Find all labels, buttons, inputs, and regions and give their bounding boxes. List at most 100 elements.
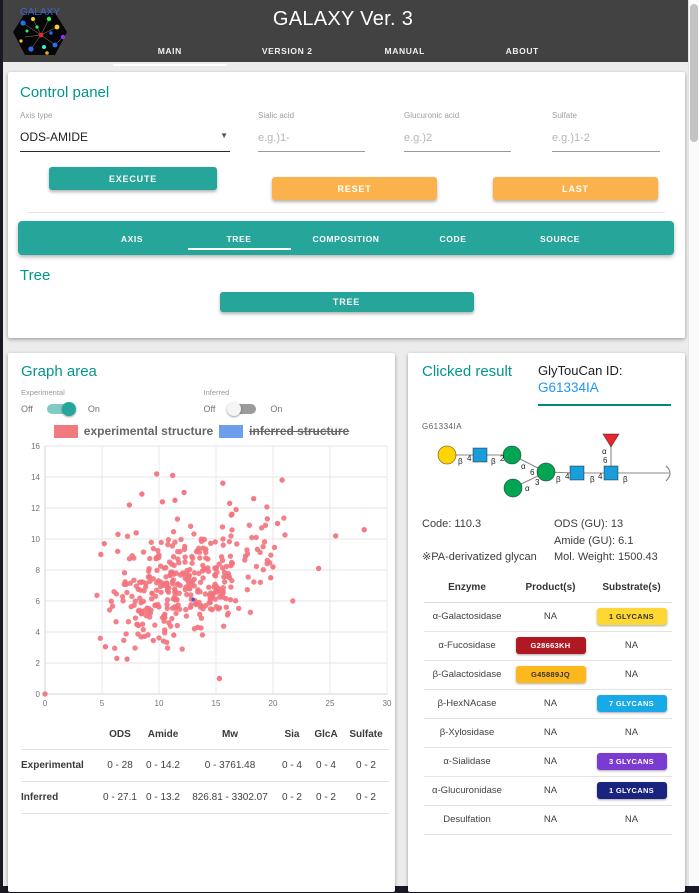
substrate-chip[interactable]: 1 GLYCANS xyxy=(596,608,667,625)
range-row-label: Inferred xyxy=(21,781,99,813)
svg-text:0: 0 xyxy=(36,690,41,699)
inferred-switch[interactable] xyxy=(227,402,257,416)
glytoucan-block: GlyTouCan ID: G61334IA xyxy=(538,363,671,406)
scatter-chart[interactable]: 0 2 4 6 8 10 12 14 16 0 5 10 15 20 25 30 xyxy=(17,440,392,717)
product-cell: G28663KH xyxy=(510,632,591,661)
enzyme-name: Desulfation xyxy=(424,806,510,835)
range-value: 0 - 2 xyxy=(309,781,343,813)
toggle-experimental: Experimental Off On xyxy=(21,388,204,416)
tab-source[interactable]: SOURCE xyxy=(540,234,580,244)
glucuronic-acid-input[interactable] xyxy=(404,130,511,152)
range-value: 0 - 14.2 xyxy=(141,749,185,781)
enzyme-header-substrate-s: Substrate(s) xyxy=(591,578,672,603)
field-sulfate: Sulfate xyxy=(552,111,660,152)
sialic-acid-input[interactable] xyxy=(258,130,365,152)
enzyme-name: α-Galactosidase xyxy=(424,603,510,632)
series-toggles: Experimental Off On Inferred Off On xyxy=(21,388,386,416)
svg-text:α: α xyxy=(525,484,530,493)
field-label: Glucuronic acid xyxy=(404,111,460,120)
enzyme-header-enzyme: Enzyme xyxy=(424,578,510,603)
glycan-info: Code: 110.3 ※PA-derivatized glycan ODS (… xyxy=(422,516,671,566)
toggle-on-label: On xyxy=(87,404,100,414)
substrate-chip[interactable]: 3 GLYCANS xyxy=(596,753,667,770)
svg-text:10: 10 xyxy=(31,535,40,544)
svg-text:β: β xyxy=(458,457,463,466)
legend-swatch-experimental-structure[interactable] xyxy=(53,424,78,438)
substrate-chip[interactable]: 7 GLYCANS xyxy=(596,695,667,712)
tree-button[interactable]: TREE xyxy=(219,292,474,312)
toggle-on-label: On xyxy=(270,404,283,414)
range-value: 0 - 2 xyxy=(275,781,309,813)
glytoucan-id-link[interactable]: G61334IA xyxy=(538,380,599,395)
amide-gu-value: Amide (GU): 6.1 xyxy=(554,534,634,547)
result-tabs: AXIS TREE COMPOSITION CODE SOURCE xyxy=(18,221,674,255)
nav-tab-main[interactable]: MAIN xyxy=(111,40,229,68)
experimental-switch[interactable] xyxy=(46,402,76,416)
sulfate-input[interactable] xyxy=(552,130,660,152)
range-value: 0 - 13.2 xyxy=(141,781,185,813)
reset-button[interactable]: RESET xyxy=(272,177,437,200)
svg-text:β: β xyxy=(491,457,496,466)
galaxy-logo: GALAXY xyxy=(13,7,67,55)
scrollbar-thumb[interactable] xyxy=(690,4,698,142)
app-title: GALAXY Ver. 3 xyxy=(272,8,414,30)
clicked-result-card: Clicked result GlyTouCan ID: G61334IA G6… xyxy=(408,353,685,892)
tab-code[interactable]: CODE xyxy=(439,234,467,244)
field-label: Sulfate xyxy=(552,111,577,120)
svg-text:6: 6 xyxy=(530,468,535,477)
page-scrollbar[interactable] xyxy=(688,0,699,886)
tree-section-title: Tree xyxy=(20,267,51,284)
enzyme-name: β-Galactosidase xyxy=(424,661,510,690)
svg-text:25: 25 xyxy=(326,699,335,708)
range-value: 0 - 2 xyxy=(343,781,389,813)
svg-text:5: 5 xyxy=(100,699,105,708)
ods-gu-value: ODS (GU): 13 xyxy=(554,518,624,530)
enzyme-name: α-Sialidase xyxy=(424,748,510,777)
nav-tab-manual[interactable]: MANUAL xyxy=(384,46,425,56)
axis-type-select[interactable]: ODS-AMIDE ▼ xyxy=(20,128,230,152)
product-cell: NA xyxy=(510,777,591,806)
substrate-cell: 1 GLYCANS xyxy=(591,777,672,806)
legend-label[interactable]: experimental structure xyxy=(83,424,214,438)
nav-tab-about[interactable]: ABOUT xyxy=(505,46,539,56)
product-chip[interactable]: G28663KH xyxy=(515,637,586,654)
tab-axis[interactable]: AXIS xyxy=(120,234,144,244)
glycan-node-glcnac3 xyxy=(603,465,619,481)
substrate-cell: 1 GLYCANS xyxy=(591,603,672,632)
range-value: 0 - 27.1 xyxy=(99,781,141,813)
svg-text:β: β xyxy=(623,475,628,484)
range-value: 0 - 3761.48 xyxy=(185,749,275,781)
svg-text:4: 4 xyxy=(36,628,41,637)
execute-button[interactable]: EXECUTE xyxy=(49,167,217,190)
control-panel-title: Control panel xyxy=(20,84,110,101)
control-buttons: EXECUTE RESET LAST xyxy=(20,167,673,200)
substrate-cell: 3 GLYCANS xyxy=(591,748,672,777)
last-button[interactable]: LAST xyxy=(493,177,658,200)
range-header-sulfate: Sulfate xyxy=(349,729,383,740)
nav-tab-version-2[interactable]: VERSION 2 xyxy=(261,46,313,56)
graph-area-card: Graph area Experimental Off On Inferred Off O… xyxy=(8,353,395,892)
range-value: 0 - 2 xyxy=(343,749,389,781)
range-header-blank xyxy=(21,723,99,749)
range-header-ods: ODS xyxy=(109,729,131,740)
range-value: 0 - 4 xyxy=(309,749,343,781)
svg-text:15: 15 xyxy=(212,699,221,708)
range-header-amide: Amide xyxy=(147,729,179,740)
tab-composition[interactable]: COMPOSITION xyxy=(312,234,380,244)
legend-swatch-inferred-structure[interactable] xyxy=(219,424,244,438)
range-header-sia: Sia xyxy=(284,729,300,740)
substrate-chip[interactable]: 1 GLYCANS xyxy=(596,782,667,799)
field-label: Axis type xyxy=(20,111,53,120)
tab-tree[interactable]: TREE xyxy=(186,221,293,255)
chevron-down-icon: ▼ xyxy=(220,131,228,140)
svg-text:20: 20 xyxy=(269,699,278,708)
field-label: Sialic acid xyxy=(258,111,295,120)
svg-text:β: β xyxy=(590,475,595,484)
product-cell: NA xyxy=(510,719,591,748)
legend-label[interactable]: inferred structure xyxy=(249,424,350,438)
product-chip[interactable]: G45889JQ xyxy=(515,666,586,683)
toggle-off-label: Off xyxy=(203,404,216,414)
svg-text:0: 0 xyxy=(43,699,48,708)
